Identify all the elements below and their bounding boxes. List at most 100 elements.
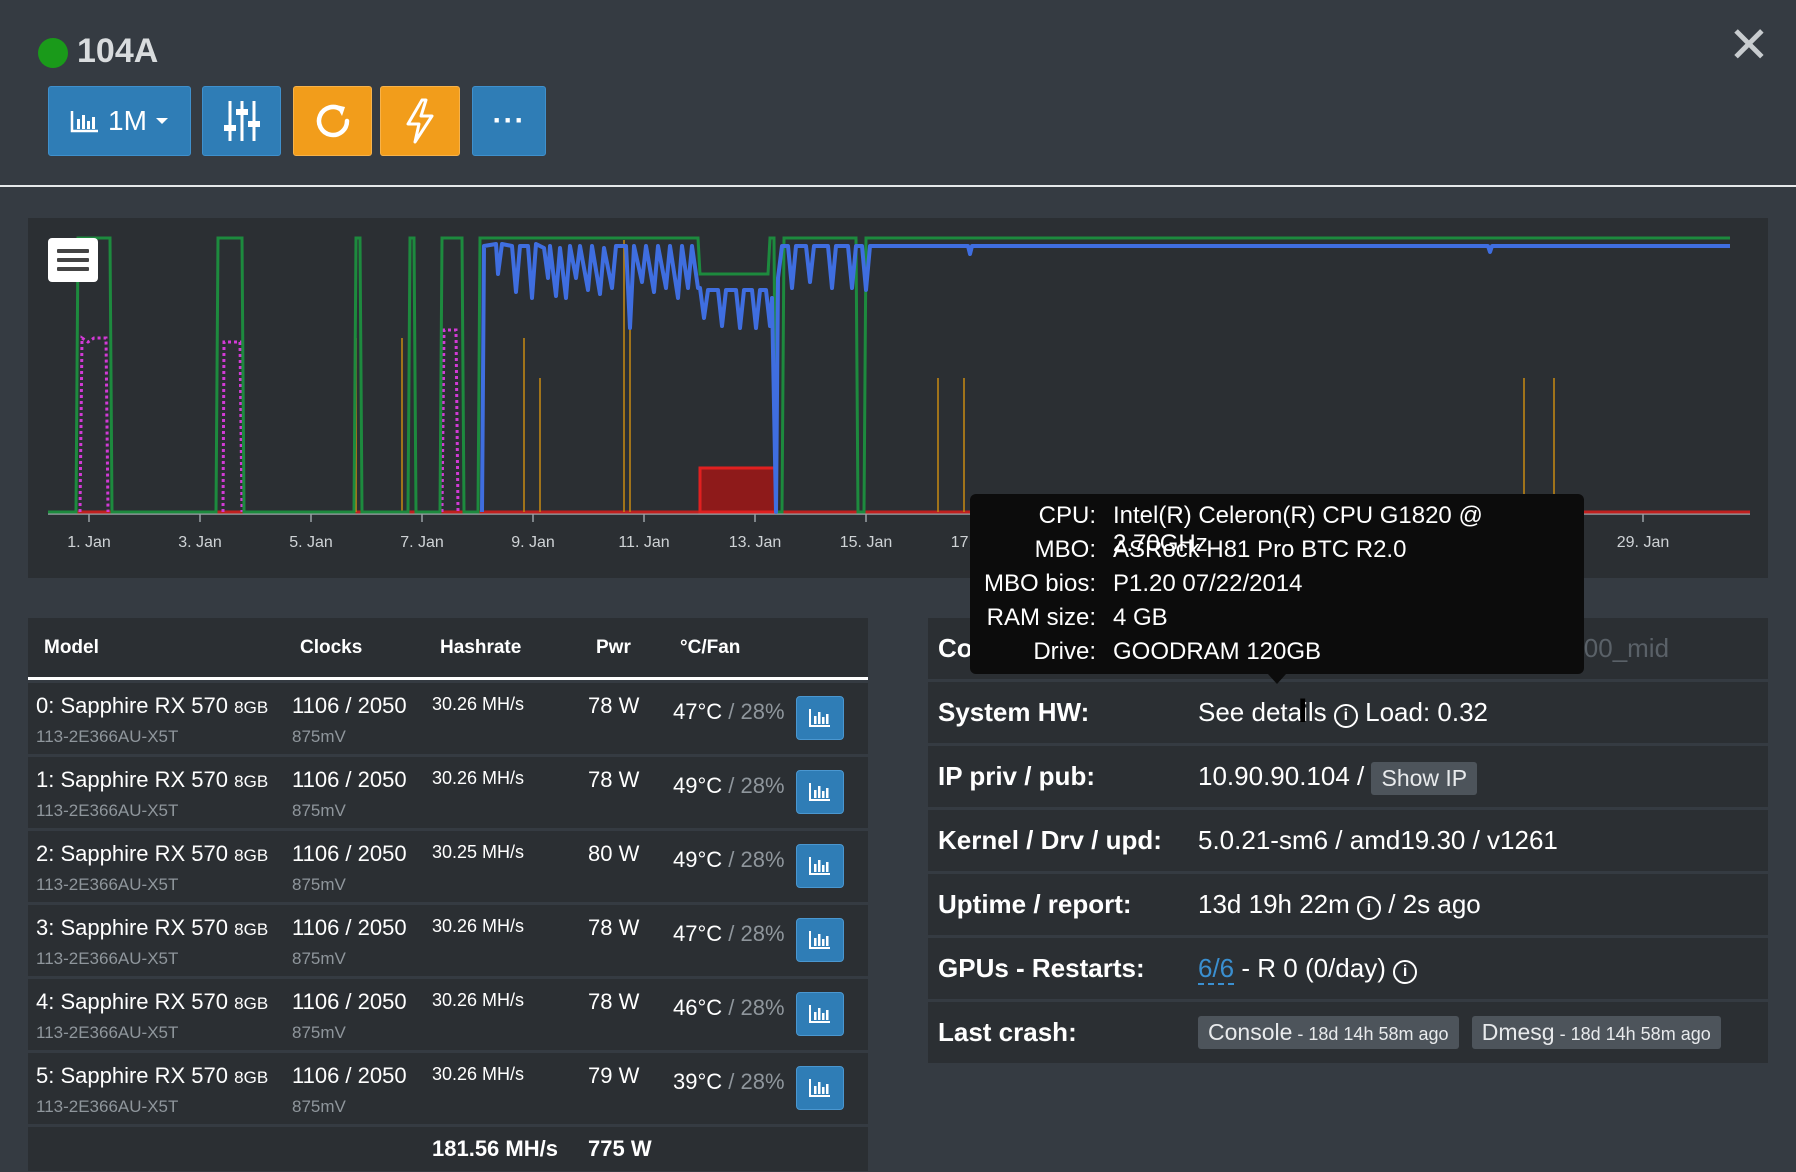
col-clocks: Clocks [300, 637, 363, 658]
gpu-table-header: Model Clocks Hashrate Pwr °C/Fan [28, 618, 868, 680]
chart-menu-button[interactable] [48, 238, 98, 282]
gpu-part-number: 113-2E366AU-X5T [36, 875, 179, 894]
overclock-settings-button[interactable] [202, 86, 281, 156]
status-indicator [38, 38, 68, 68]
gpu-part-number: 113-2E366AU-X5T [36, 949, 179, 968]
dotted-series [78, 328, 460, 513]
hashrate-series-line [480, 242, 1730, 514]
total-power: 775 W [588, 1136, 652, 1161]
gpu-row: 0: Sapphire RX 570 8GB 113-2E366AU-X5T 110… [28, 683, 868, 754]
gpu-voltage: 875mV [292, 801, 346, 820]
system-hw-tooltip: CPU: Intel(R) Celeron(R) CPU G1820 @ 2.70… [970, 494, 1584, 674]
x-tick-label: 3. Jan [178, 534, 222, 551]
gpu-chart-button[interactable] [796, 770, 844, 814]
uptime-row: Uptime / report: 13d 19h 22m i / 2s ago [928, 874, 1768, 935]
gpu-hashrate: 30.26 MH/s [432, 1064, 525, 1084]
gpu-part-number: 113-2E366AU-X5T [36, 1097, 179, 1116]
dmesg-log-button[interactable]: Dmesg - 18d 14h 58m ago [1471, 1015, 1721, 1049]
offline-block [698, 466, 778, 514]
more-label: ··· [492, 104, 526, 137]
gpu-part-number: 113-2E366AU-X5T [36, 727, 179, 746]
x-tick-label: 11. Jan [618, 534, 669, 551]
sliders-icon [223, 101, 260, 141]
rig-info-table: Config / OC miningrigrentals / RX500_mid… [928, 618, 1768, 1066]
x-tick-label: 29. Jan [1617, 534, 1669, 551]
gpu-chart-button[interactable] [796, 696, 844, 740]
ip-private: 10.90.90.104 / [1198, 761, 1372, 791]
gpus-count-link[interactable]: 6/6 [1198, 953, 1235, 985]
gpus-restarts-row: GPUs - Restarts: 6/6 - R 0 (0/day) i [928, 938, 1768, 999]
gpu-power: 80 W [588, 841, 640, 866]
gpu-temp-fan: 47°C / 28% [673, 699, 785, 724]
gpu-power: 78 W [588, 915, 640, 940]
gpu-temp-fan: 49°C / 28% [673, 847, 785, 872]
gpu-chart-button[interactable] [796, 918, 844, 962]
gpu-temp-fan: 39°C / 28% [673, 1069, 785, 1094]
uptime-info-icon[interactable]: i [1357, 896, 1382, 920]
tooltip-ram-key: RAM size: [986, 604, 1096, 631]
col-model: Model [44, 637, 99, 658]
gpu-voltage: 875mV [292, 727, 346, 746]
gpu-hashrate: 30.25 MH/s [432, 842, 525, 862]
total-hashrate: 181.56 MH/s [432, 1136, 558, 1161]
rig-name: 104A [77, 32, 159, 70]
gpu-hashrate: 30.26 MH/s [432, 768, 525, 788]
chart-bars-icon [809, 857, 830, 875]
show-ip-button[interactable]: Show IP [1371, 761, 1478, 795]
gpu-temp-fan: 49°C / 28% [673, 773, 785, 798]
col-temp-fan: °C/Fan [680, 637, 741, 658]
tooltip-arrow [1268, 674, 1286, 684]
gpu-clocks: 1106 / 2050 [292, 915, 407, 940]
close-icon[interactable]: ✕ [1728, 17, 1770, 73]
chart-bars-icon [809, 1079, 830, 1097]
gpu-voltage: 875mV [292, 949, 346, 968]
gpu-model: 4: Sapphire RX 570 8GB [36, 989, 269, 1014]
gpu-part-number: 113-2E366AU-X5T [36, 801, 179, 820]
tooltip-mbo-value: ASRock H81 Pro BTC R2.0 [1113, 536, 1407, 563]
last-crash-row: Last crash: Console - 18d 14h 58m ago Dm… [928, 1002, 1768, 1063]
chart-bars-icon [809, 931, 830, 949]
gpu-hashrate: 30.26 MH/s [432, 916, 525, 936]
ip-label: IP priv / pub: [938, 761, 1095, 791]
more-options-button[interactable]: ··· [472, 86, 546, 156]
text-cursor-icon: I [1298, 692, 1308, 730]
load-value: Load: 0.32 [1365, 697, 1489, 727]
gpu-temp-fan: 46°C / 28% [673, 995, 785, 1020]
caret-down-icon [155, 118, 168, 124]
x-tick-label: 1. Jan [67, 534, 111, 551]
gpu-model: 2: Sapphire RX 570 8GB [36, 841, 269, 866]
col-power: Pwr [596, 637, 631, 658]
x-tick-label: 9. Jan [511, 534, 555, 551]
gpu-clocks: 1106 / 2050 [292, 841, 407, 866]
gpu-chart-button[interactable] [796, 1066, 844, 1110]
kernel-label: Kernel / Drv / upd: [938, 825, 1162, 855]
console-log-button[interactable]: Console - 18d 14h 58m ago [1198, 1015, 1459, 1049]
tooltip-bios-key: MBO bios: [983, 570, 1096, 597]
gpu-model: 3: Sapphire RX 570 8GB [36, 915, 269, 940]
period-selector-button[interactable]: 1M [48, 86, 191, 156]
gpu-voltage: 875mV [292, 1023, 346, 1042]
gpu-power: 78 W [588, 693, 640, 718]
gpu-clocks: 1106 / 2050 [292, 767, 407, 792]
x-tick-label: 5. Jan [289, 534, 333, 551]
power-action-button[interactable] [380, 86, 460, 156]
gpu-row: 2: Sapphire RX 570 8GB 113-2E366AU-X5T 110… [28, 831, 868, 902]
chart-bars-icon [70, 111, 99, 133]
header-divider [0, 185, 1796, 187]
x-tick-label: 7. Jan [400, 534, 444, 551]
info-icon[interactable]: i [1333, 704, 1358, 728]
see-details-link[interactable]: See details [1198, 697, 1327, 727]
gpu-hashrate: 30.26 MH/s [432, 694, 525, 714]
gpu-model: 0: Sapphire RX 570 8GB [36, 693, 269, 718]
lightning-icon [406, 98, 434, 144]
system-hw-row: System HW: See details i Load: 0.32 [928, 682, 1768, 743]
gpu-power: 78 W [588, 989, 640, 1014]
gpu-chart-button[interactable] [796, 992, 844, 1036]
gpu-chart-button[interactable] [796, 844, 844, 888]
reboot-button[interactable] [293, 86, 372, 156]
refresh-icon [316, 104, 349, 138]
tooltip-mbo-key: MBO: [1034, 536, 1096, 563]
restarts-info-icon[interactable]: i [1393, 960, 1418, 984]
tooltip-bios-value: P1.20 07/22/2014 [1113, 570, 1303, 597]
ip-row: IP priv / pub: 10.90.90.104 / Show IP [928, 746, 1768, 807]
